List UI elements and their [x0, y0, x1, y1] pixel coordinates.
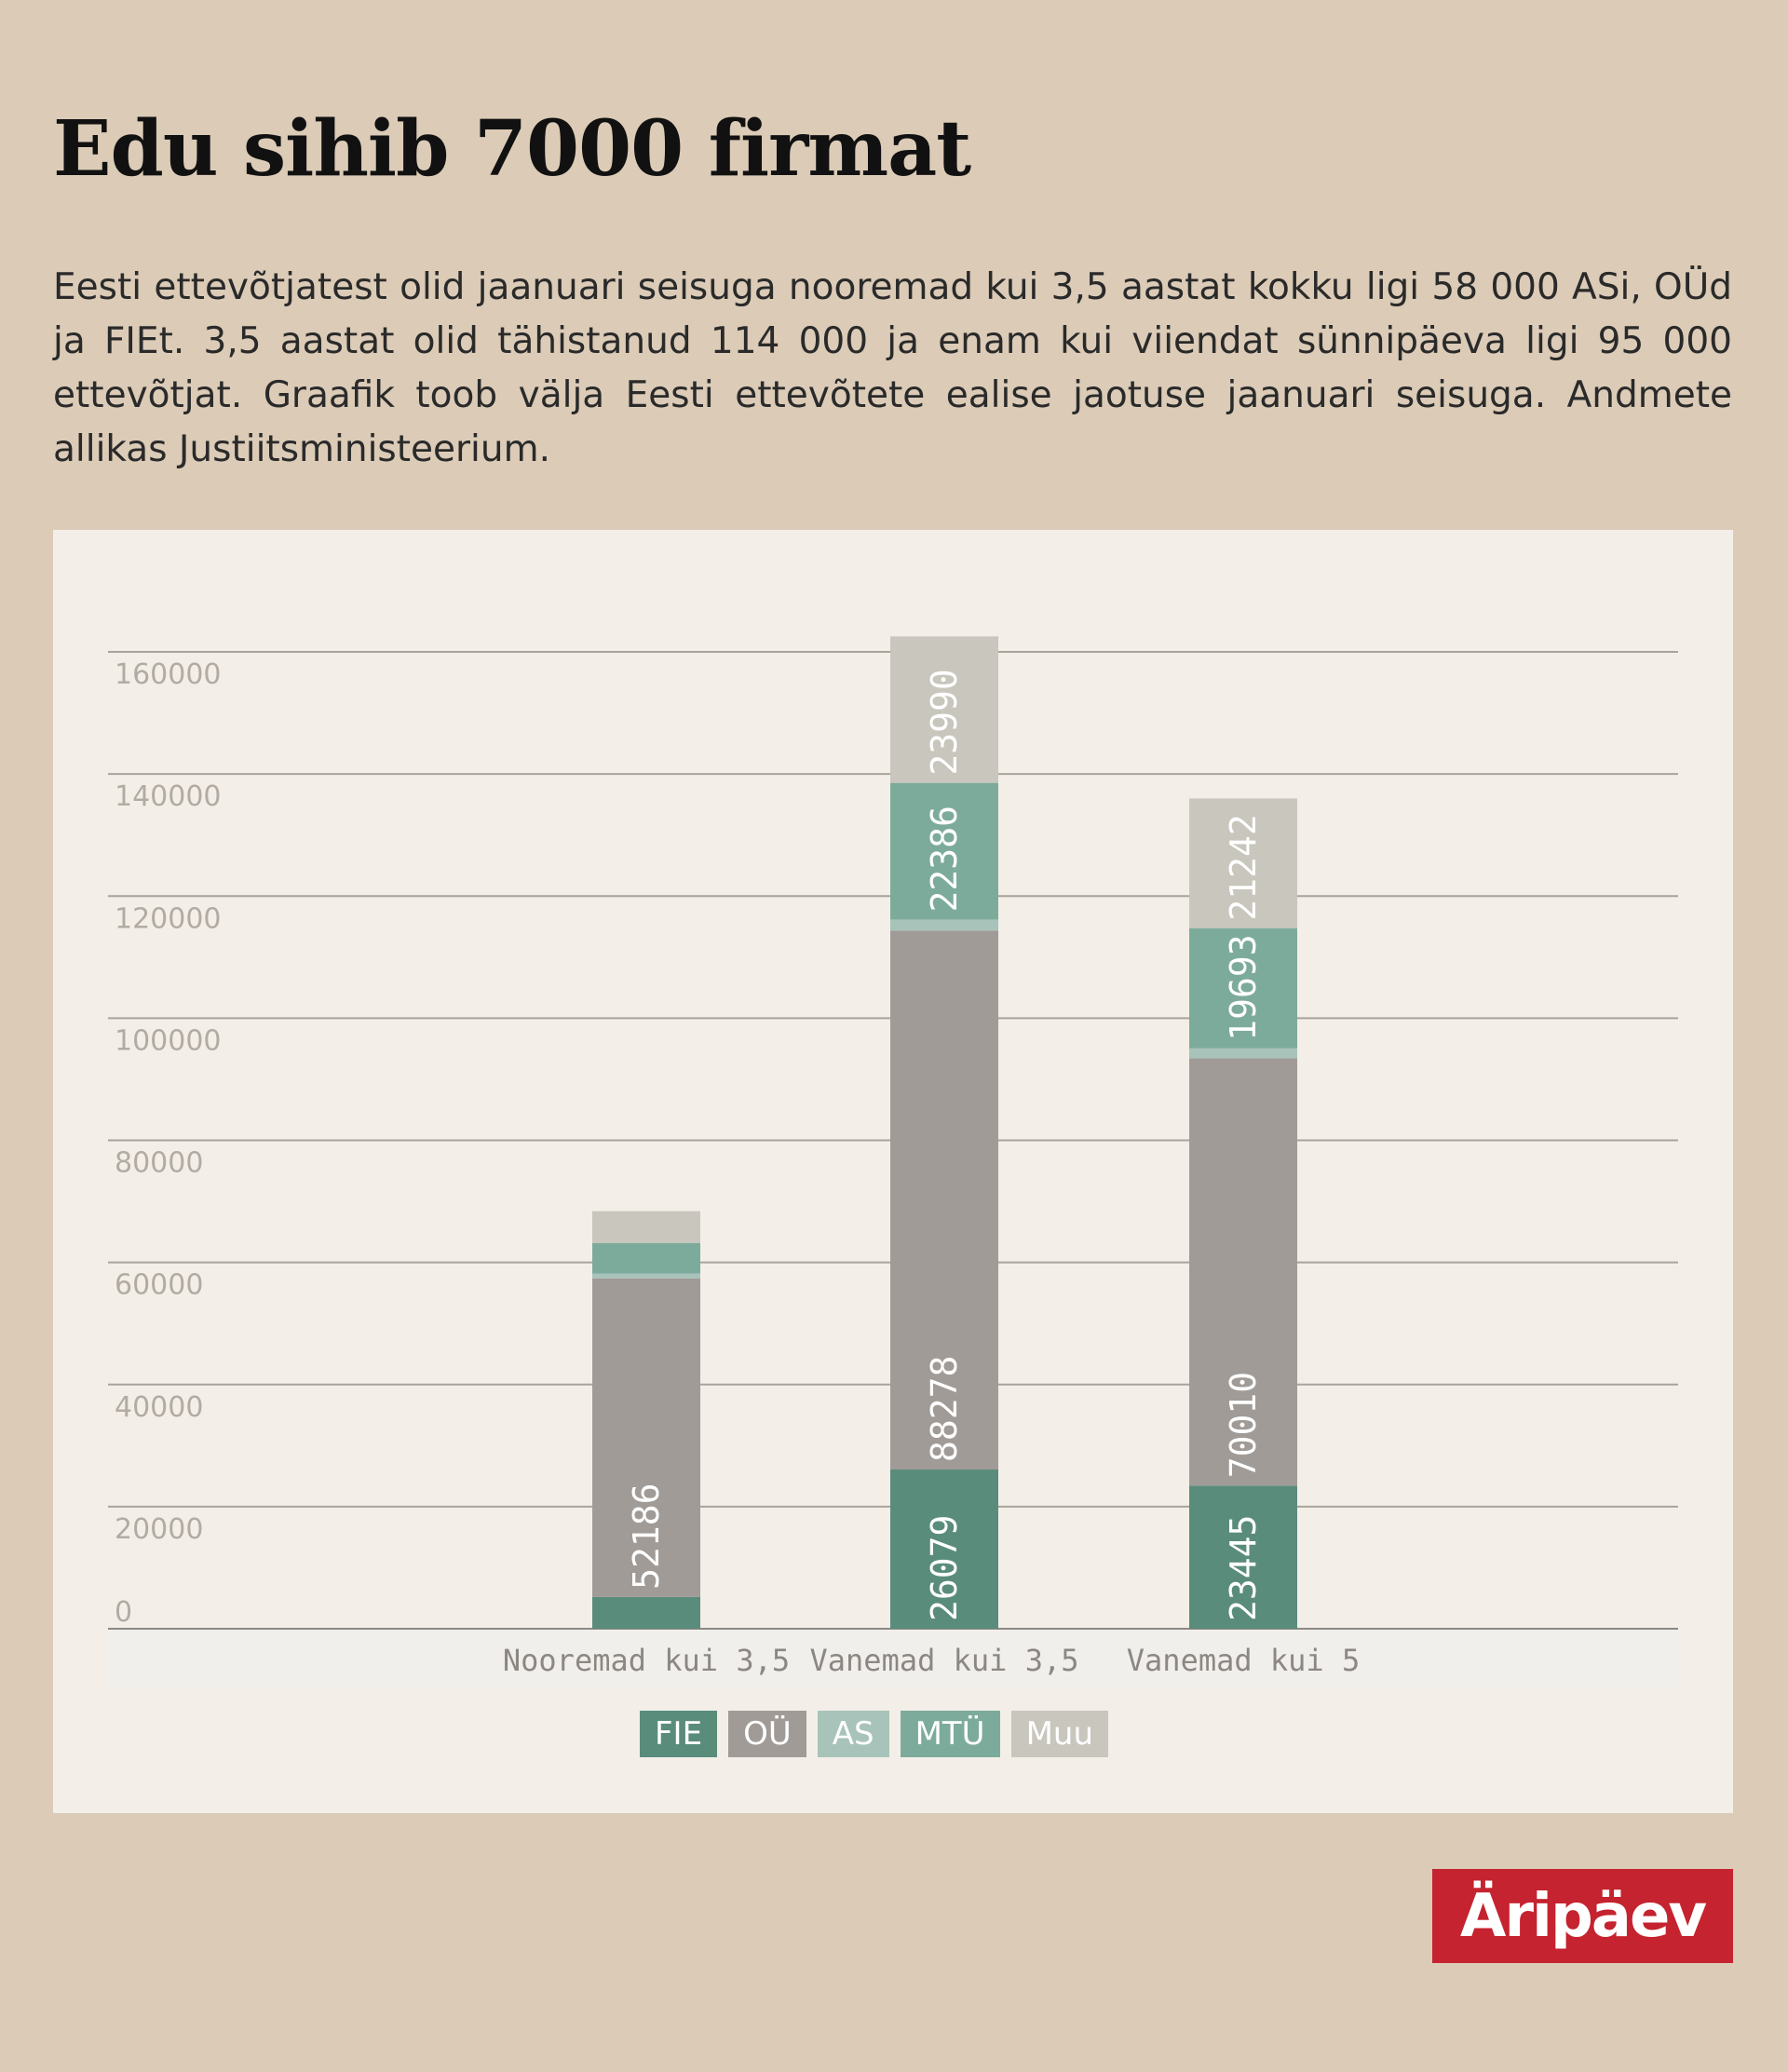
y-tick-label: 0: [115, 1596, 132, 1629]
legend-item-ou: OÜ: [728, 1711, 806, 1757]
legend-item-fie: FIE: [640, 1711, 718, 1757]
category-label-vanemad-kui-5: Vanemad kui 5: [1127, 1643, 1360, 1678]
y-tick-label: 120000: [115, 902, 222, 935]
intro-paragraph: Eesti ettevõtjatest olid jaanuari seisug…: [53, 266, 1732, 470]
bar-segment-as-nooremad-kui-3-5: [592, 1273, 700, 1279]
value-label-mtu-vanemad-kui-5: 19693: [1223, 934, 1264, 1040]
y-tick-label: 60000: [115, 1269, 203, 1302]
bar-segment-ou-vanemad-kui-3-5: [890, 930, 998, 1470]
value-label-fie-vanemad-kui-5: 23445: [1223, 1515, 1264, 1621]
value-label-fie-vanemad-kui-3-5: 26079: [924, 1515, 965, 1621]
stacked-bar-chart: 0 20000 40000 60000 80000 100000 120000 140000 1…: [108, 636, 1678, 1688]
bar-segment-fie-nooremad-kui-3-5: [592, 1596, 700, 1629]
category-label-vanemad-kui-3-5: Vanemad kui 3,5: [810, 1643, 1079, 1678]
value-label-muu-vanemad-kui-3-5: 23990: [924, 669, 965, 775]
category-axis-band: [108, 1629, 1678, 1688]
y-tick-label: 80000: [115, 1147, 203, 1180]
logo-text: Äripäev: [1459, 1881, 1707, 1951]
value-label-ou-vanemad-kui-3-5: 88278: [924, 1356, 965, 1462]
value-label-ou-nooremad-kui-3-5: 52186: [626, 1483, 667, 1590]
y-tick-label: 100000: [115, 1024, 222, 1057]
bar-segment-muu-vanemad-kui-3-5: [890, 636, 998, 783]
page-title: Edu sihib 7000 firmat: [53, 104, 971, 194]
bar-segment-mtu-vanemad-kui-3-5: [890, 782, 998, 920]
bar-segment-mtu-vanemad-kui-5: [1189, 928, 1297, 1049]
category-label-nooremad-kui-3-5: Nooremad kui 3,5: [503, 1643, 790, 1678]
legend-item-mtu: MTÜ: [900, 1711, 1000, 1757]
y-tick-label: 140000: [115, 780, 222, 813]
bar-segment-muu-vanemad-kui-5: [1189, 798, 1297, 928]
chart-panel: 0 20000 40000 60000 80000 100000 120000 140000 1…: [53, 530, 1733, 1813]
bar-segment-fie-vanemad-kui-5: [1189, 1485, 1297, 1629]
bar-segment-ou-nooremad-kui-3-5: [592, 1278, 700, 1597]
y-tick-label: 20000: [115, 1513, 203, 1546]
value-label-mtu-vanemad-kui-3-5: 22386: [924, 806, 965, 912]
bar-segment-fie-vanemad-kui-3-5: [890, 1469, 998, 1629]
bar-segment-ou-vanemad-kui-5: [1189, 1058, 1297, 1486]
value-label-ou-vanemad-kui-5: 70010: [1223, 1372, 1264, 1478]
legend-item-muu: Muu: [1010, 1711, 1109, 1757]
y-tick-label: 40000: [115, 1391, 203, 1424]
aripaev-logo: Äripäev: [1432, 1869, 1733, 1963]
bar-segment-muu-nooremad-kui-3-5: [592, 1211, 700, 1243]
y-tick-label: 160000: [115, 658, 222, 691]
legend: FIE OÜ AS MTÜ Muu: [640, 1711, 1109, 1757]
bar-segment-mtu-nooremad-kui-3-5: [592, 1242, 700, 1274]
bar-layer: [592, 636, 1297, 1629]
legend-item-as: AS: [817, 1711, 889, 1757]
bar-segment-as-vanemad-kui-3-5: [890, 919, 998, 931]
label-layer: 0 20000 40000 60000 80000 100000 120000 140000 1…: [115, 658, 1360, 1678]
value-label-muu-vanemad-kui-5: 21242: [1223, 814, 1264, 920]
bar-segment-as-vanemad-kui-5: [1189, 1048, 1297, 1059]
